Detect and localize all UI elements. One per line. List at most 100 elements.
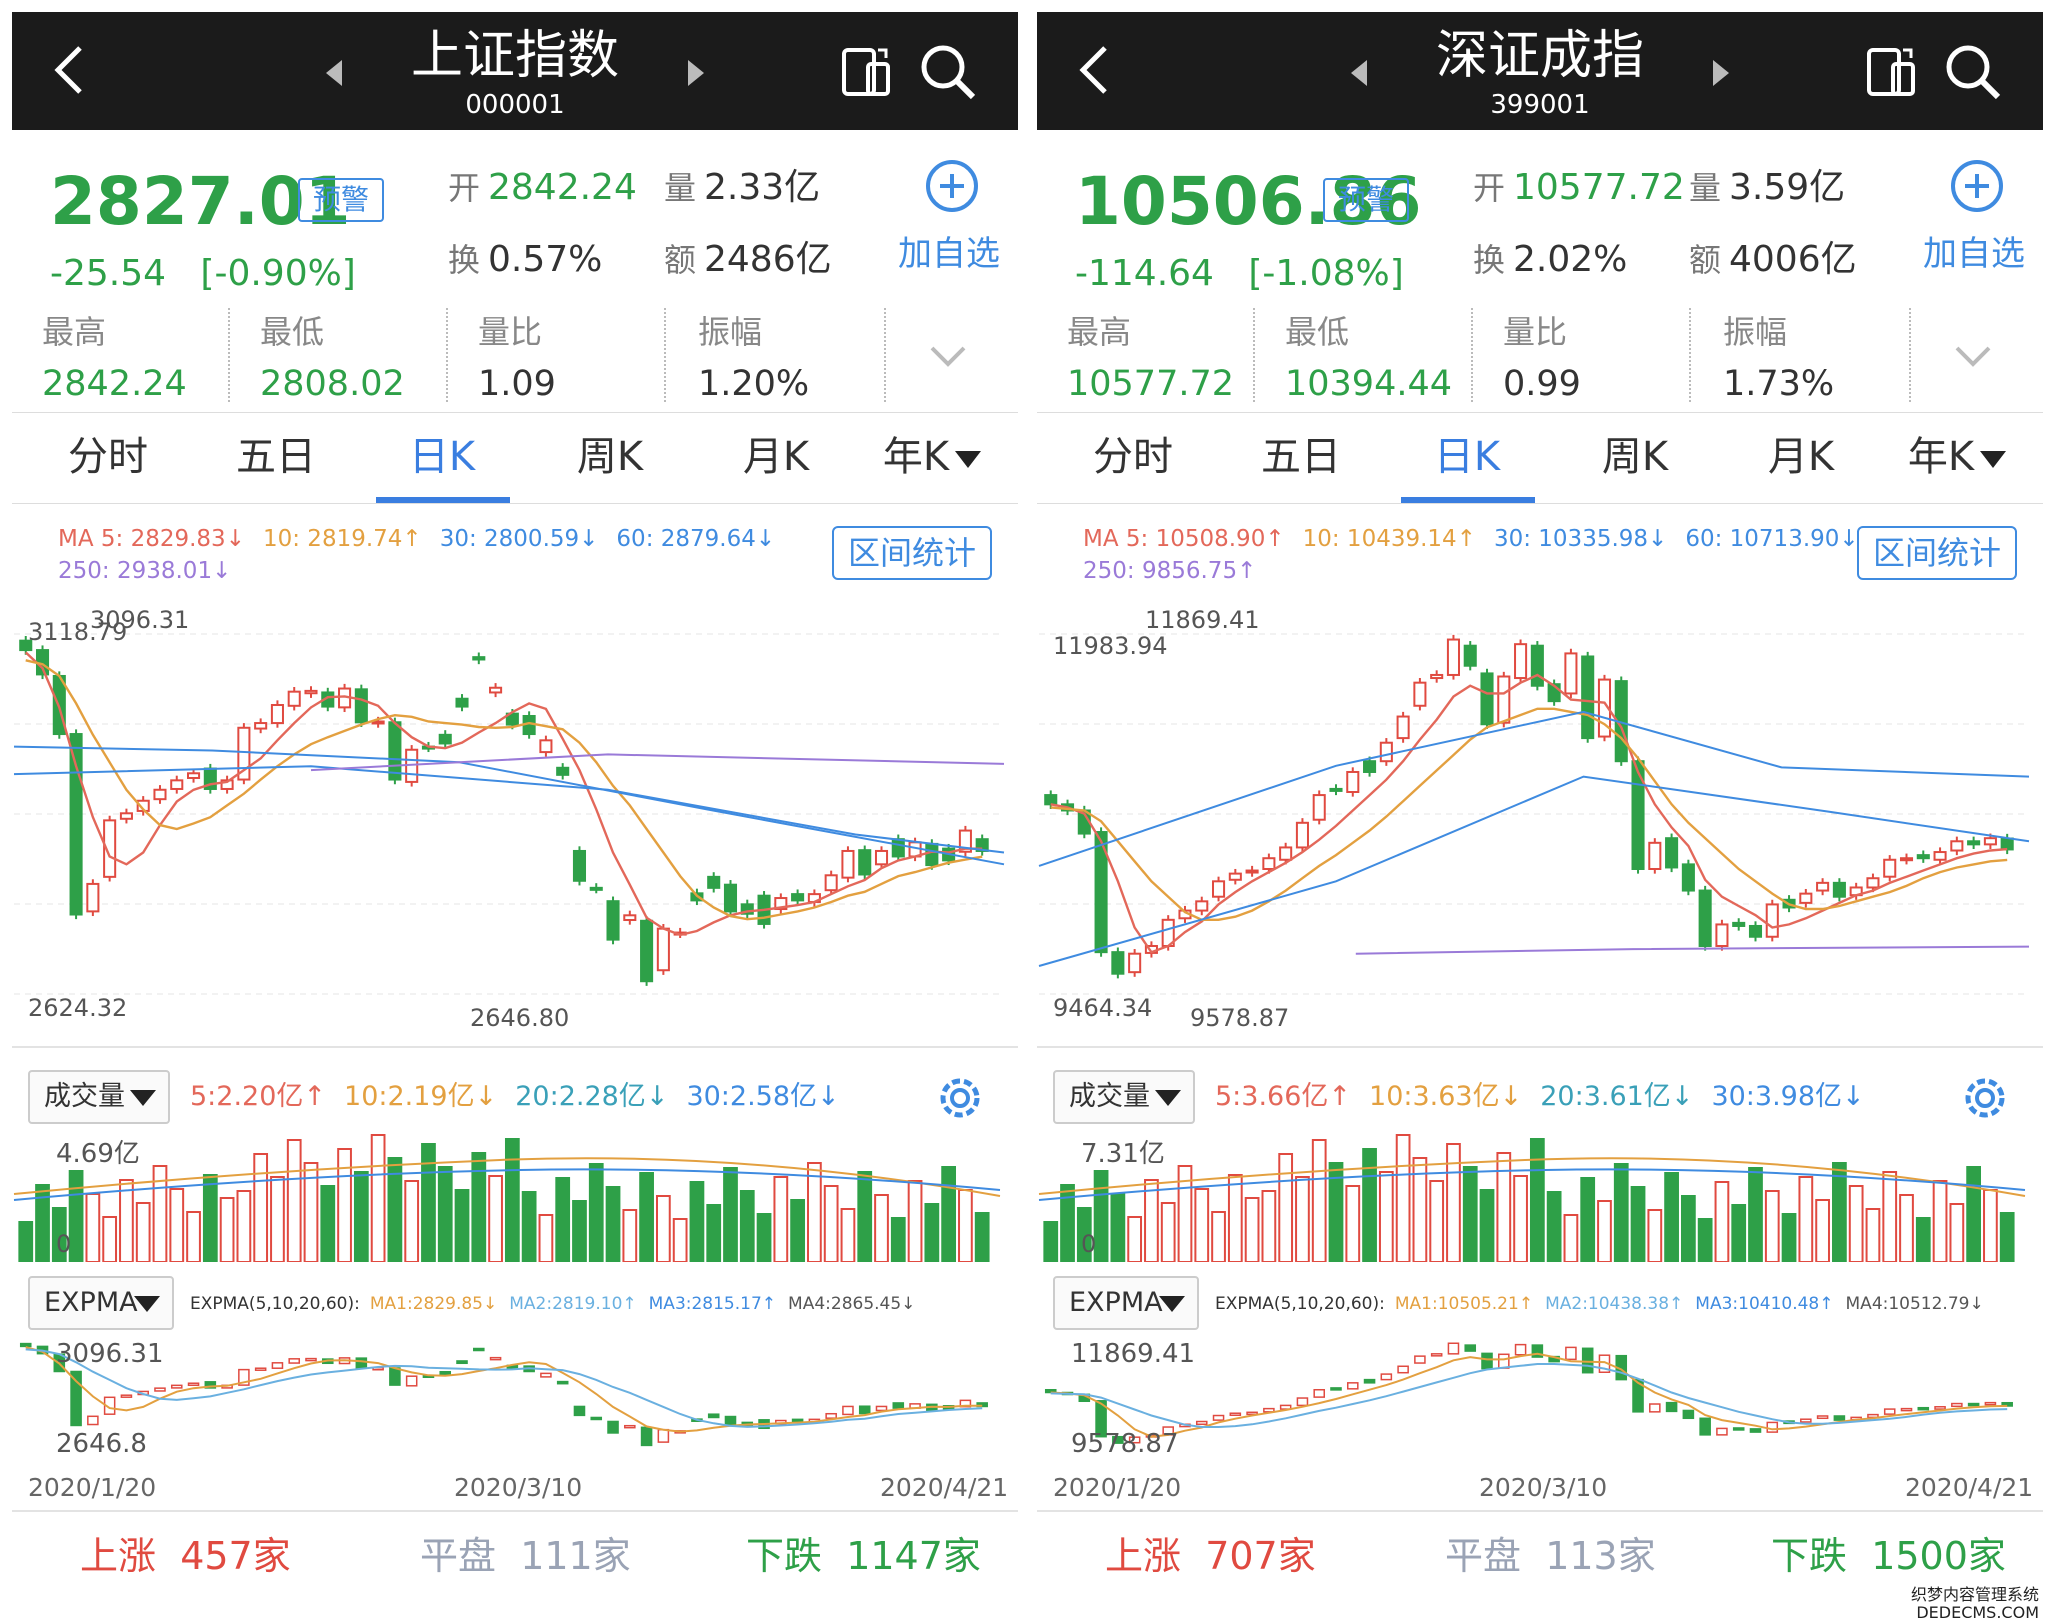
gear-icon[interactable] — [934, 1072, 986, 1124]
volume-bar — [404, 1180, 420, 1262]
volume-bar — [773, 1176, 789, 1262]
expma-m2: MA2:2819.10↑ — [509, 1294, 637, 1314]
change-value: -114.64 — [1075, 253, 1214, 294]
candle — [1648, 838, 1662, 874]
prev-index-icon[interactable] — [322, 56, 346, 90]
tab-0[interactable]: 分时 — [68, 434, 148, 480]
back-arrow-icon[interactable] — [50, 40, 90, 100]
candle — [1950, 836, 1964, 856]
volume-indicator-dropdown[interactable]: 成交量 — [28, 1070, 170, 1124]
volume-bar — [941, 1166, 957, 1262]
add-watchlist-icon[interactable] — [1949, 158, 2005, 214]
candle — [1245, 865, 1259, 877]
range-stats-button[interactable]: 区间统计 — [832, 526, 992, 580]
candle — [791, 889, 805, 906]
ma-ma10: 10: 2819.74↑ — [262, 526, 422, 552]
volume-bar — [1764, 1190, 1780, 1262]
tab-3[interactable]: 周K — [576, 434, 644, 480]
gear-icon[interactable] — [1959, 1072, 2011, 1124]
volume-indicator-dropdown[interactable]: 成交量 — [1053, 1070, 1195, 1124]
add-watchlist-button[interactable]: 加自选 — [1923, 234, 2025, 274]
tab-2[interactable]: 日K — [408, 434, 476, 480]
candle — [489, 683, 503, 698]
volume-bar — [1462, 1166, 1478, 1262]
add-watchlist-button[interactable]: 加自选 — [898, 234, 1000, 274]
index-code: 000001 — [465, 90, 565, 120]
breadth-down: 下跌 1500家 — [1771, 1534, 2006, 1578]
expma-candle — [1766, 1421, 1779, 1433]
tab-5[interactable]: 年K — [1887, 429, 2027, 485]
stat-label: 量比 — [1503, 313, 1568, 351]
alert-button[interactable]: 预警 — [1323, 178, 1409, 222]
breadth-flat: 平盘 113家 — [1445, 1534, 1656, 1578]
alert-button[interactable]: 预警 — [298, 178, 384, 222]
switch-screen-icon[interactable] — [838, 44, 894, 100]
stat-value-amt: 4006亿 — [1729, 239, 1857, 280]
tab-4[interactable]: 月K — [742, 434, 810, 480]
stat-label: 振幅 — [698, 313, 763, 351]
expma-candle — [724, 1415, 737, 1426]
period-tabs: 分时 五日 日K 周K 月K 年K — [12, 412, 1018, 504]
expma-candle — [1229, 1412, 1242, 1416]
expma-candle — [1581, 1347, 1594, 1374]
chevron-down-icon — [1980, 450, 2007, 468]
tab-4[interactable]: 月K — [1767, 434, 1835, 480]
vol-ma-m10: 10:3.63亿↓ — [1369, 1081, 1523, 1112]
expma-candle — [154, 1387, 166, 1392]
tab-1[interactable]: 五日 — [1261, 434, 1341, 480]
candle — [1681, 859, 1695, 896]
volume-bar — [1479, 1189, 1495, 1262]
volume-bar — [1395, 1134, 1411, 1262]
volume-bar — [1244, 1197, 1260, 1262]
candle — [119, 808, 133, 824]
candle — [1463, 641, 1477, 671]
volume-bar — [504, 1138, 520, 1262]
ma-legend-250: 250: 9856.75↑ — [1083, 558, 1257, 584]
volume-bar — [253, 1153, 269, 1262]
prev-index-icon[interactable] — [1347, 56, 1371, 90]
tab-0[interactable]: 分时 — [1093, 434, 1173, 480]
kline-chart[interactable] — [1025, 604, 2049, 1034]
candle — [1346, 767, 1360, 797]
volume-bar — [370, 1134, 386, 1262]
expma-candle — [389, 1367, 401, 1386]
kline-chart[interactable] — [0, 604, 1024, 1034]
expma-indicator-dropdown[interactable]: EXPMA — [28, 1276, 174, 1330]
chevron-down-icon — [1159, 1296, 1185, 1312]
volume-bar — [1848, 1185, 1864, 1262]
range-stats-button[interactable]: 区间统计 — [1857, 526, 2017, 580]
price-change: -114.64 [-1.08%] — [1075, 252, 1404, 296]
volume-bar — [739, 1190, 755, 1262]
vol-ma-m20: 20:3.61亿↓ — [1540, 1081, 1694, 1112]
candle — [1514, 639, 1528, 683]
expma-line — [1050, 1363, 2008, 1428]
expma-candle — [875, 1405, 888, 1412]
volume-bar — [1295, 1176, 1310, 1262]
kline-top-left: 11983.94 — [1053, 632, 1168, 660]
add-watchlist-icon[interactable] — [924, 158, 980, 214]
search-icon[interactable] — [918, 42, 978, 102]
next-index-icon[interactable] — [1709, 56, 1733, 90]
switch-screen-icon[interactable] — [1863, 44, 1919, 100]
tab-2[interactable]: 日K — [1433, 434, 1501, 480]
vol-ma-m10: 10:2.19亿↓ — [344, 1081, 498, 1112]
tab-3[interactable]: 周K — [1601, 434, 1669, 480]
chevron-down-icon[interactable] — [928, 342, 968, 372]
volume-bar — [1496, 1152, 1512, 1262]
volume-bar — [1882, 1171, 1898, 1262]
volume-bar — [1664, 1172, 1679, 1262]
expma-candle — [573, 1405, 586, 1417]
expma-candle — [238, 1368, 250, 1386]
candle — [1631, 756, 1645, 874]
vol-ma-m30: 30:2.58亿↓ — [686, 1081, 840, 1112]
volume-bar — [169, 1188, 185, 1262]
search-icon[interactable] — [1943, 42, 2003, 102]
candle — [187, 768, 201, 783]
tab-1[interactable]: 五日 — [236, 434, 316, 480]
next-index-icon[interactable] — [684, 56, 708, 90]
back-arrow-icon[interactable] — [1075, 40, 1115, 100]
chevron-down-icon[interactable] — [1953, 342, 1993, 372]
expma-indicator-dropdown[interactable]: EXPMA — [1053, 1276, 1199, 1330]
stat-value: 10394.44 — [1285, 364, 1453, 404]
tab-5[interactable]: 年K — [862, 429, 1002, 485]
